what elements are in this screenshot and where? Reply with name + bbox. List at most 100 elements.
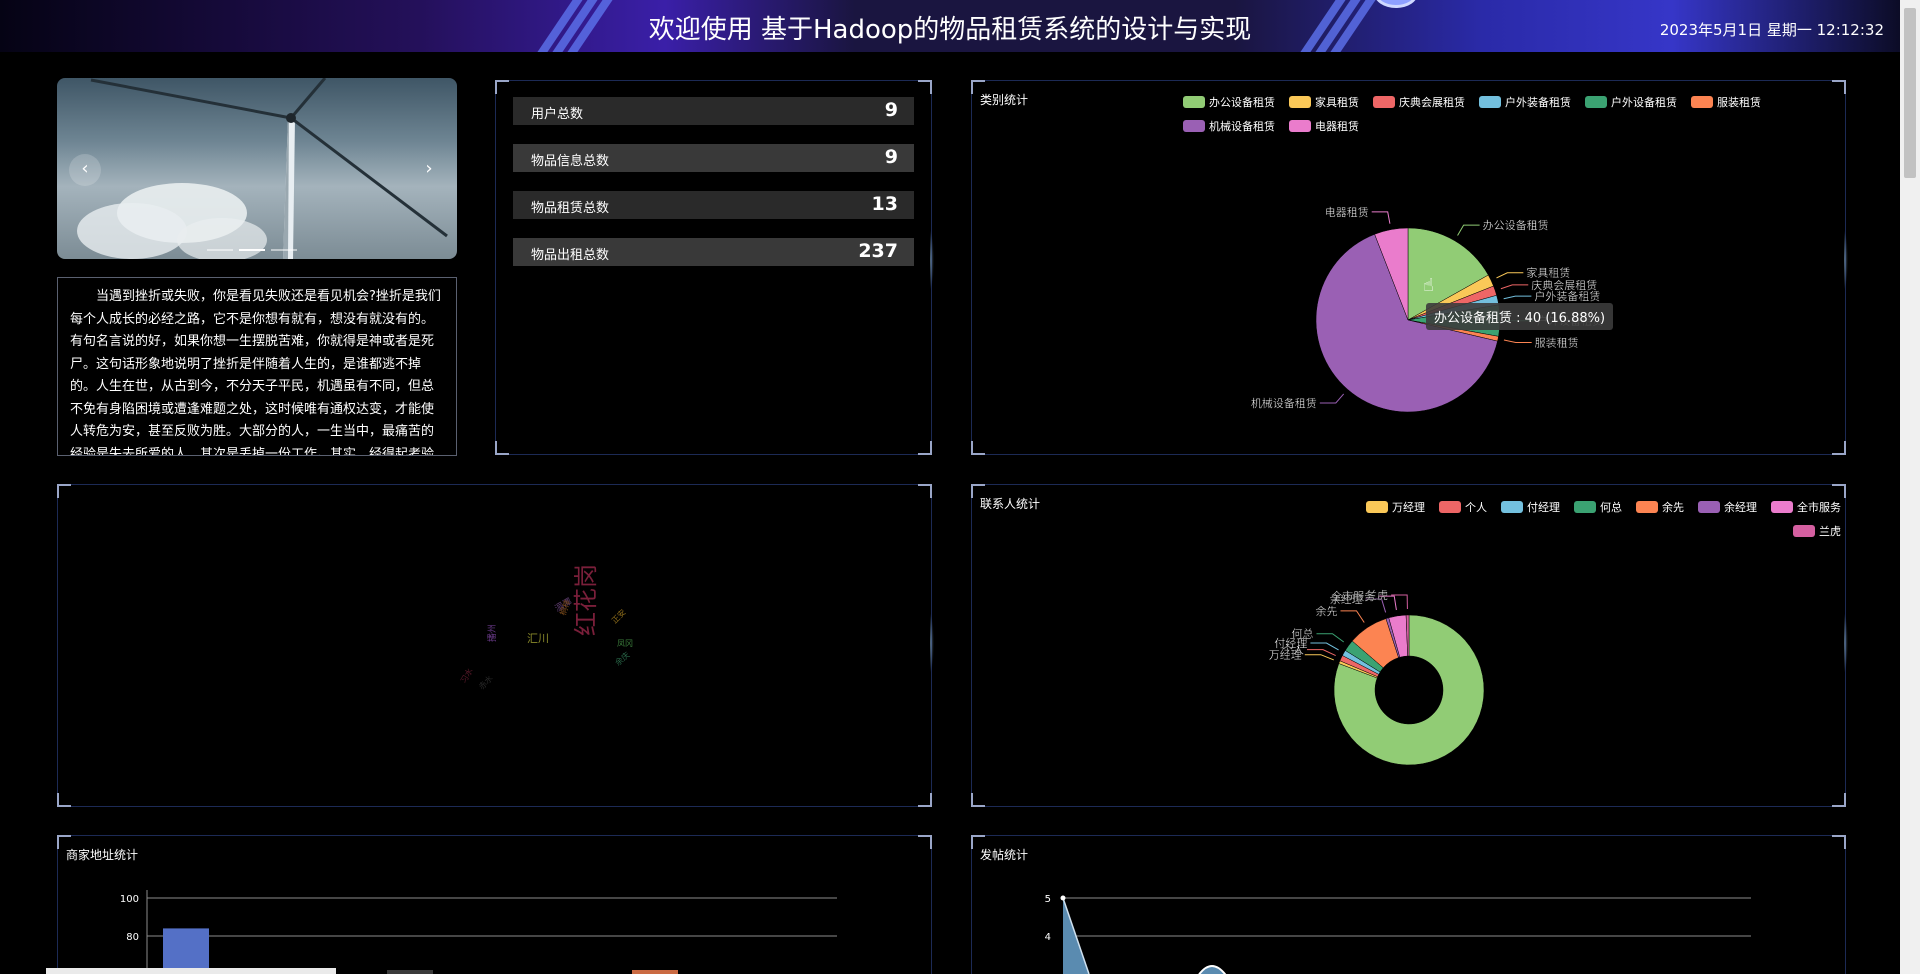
legend-label: 余经理 — [1724, 501, 1757, 514]
legend-item[interactable]: 付经理 — [1501, 499, 1560, 515]
legend-swatch — [1289, 96, 1311, 108]
legend-item[interactable]: 办公设备租赁 — [1183, 94, 1275, 110]
area-series[interactable] — [1183, 966, 1243, 974]
legend-item[interactable]: 电器租赁 — [1289, 118, 1359, 134]
legend-label: 付经理 — [1527, 501, 1560, 514]
stat-rentals: 物品租赁总数 13 — [513, 191, 914, 219]
wordcloud-word: 正安 — [609, 607, 627, 625]
legend-item[interactable]: 庆典会展租赁 — [1373, 94, 1465, 110]
legend-swatch — [1439, 501, 1461, 513]
legend-item[interactable]: 个人 — [1439, 499, 1487, 515]
legend-item[interactable]: 余经理 — [1698, 499, 1757, 515]
y-tick-label: 80 — [126, 932, 139, 943]
legend-label: 机械设备租赁 — [1209, 120, 1275, 133]
carousel-next-icon[interactable]: › — [425, 158, 433, 179]
legend-item[interactable]: 机械设备租赁 — [1183, 118, 1275, 134]
legend-label: 服装租赁 — [1717, 96, 1761, 109]
legend-item[interactable]: 兰虎 — [1793, 523, 1841, 539]
pie-label-line — [1378, 595, 1397, 611]
carousel-dot[interactable] — [207, 249, 233, 251]
wordcloud-word: 播州 — [486, 624, 498, 642]
carousel-dot[interactable] — [239, 249, 265, 251]
header-orb-icon — [1374, 0, 1418, 8]
pie-label: 家具租赁 — [1526, 266, 1570, 280]
intro-text: 当遇到挫折或失败，你是看见失败还是看见机会?挫折是我们每个人成长的必经之路，它不… — [57, 277, 457, 456]
pie-slice[interactable] — [1315, 233, 1498, 413]
legend-label: 电器租赁 — [1315, 120, 1359, 133]
stat-value: 13 — [871, 193, 898, 215]
pie-label: 兰虎 — [1366, 589, 1388, 602]
stat-label: 物品信息总数 — [531, 154, 610, 169]
legend-label: 个人 — [1465, 501, 1487, 514]
carousel-prev-icon[interactable]: ‹ — [69, 154, 101, 186]
pie-slice[interactable] — [1374, 227, 1409, 321]
category-pie-chart[interactable]: 办公设备租赁家具租赁庆典会展租赁户外装备租赁户外设备租赁服装租赁机械设备租赁电器… — [971, 150, 1846, 450]
bar[interactable] — [632, 970, 678, 974]
legend-label: 办公设备租赁 — [1209, 96, 1275, 109]
vertical-scrollbar[interactable] — [1900, 0, 1920, 974]
legend-item[interactable]: 万经理 — [1366, 499, 1425, 515]
legend-item[interactable]: 户外装备租赁 — [1479, 94, 1571, 110]
y-tick-label: 100 — [120, 894, 139, 905]
pie-label: 万经理 — [1269, 649, 1302, 662]
legend-swatch — [1289, 120, 1311, 132]
carousel-dot[interactable] — [271, 249, 297, 251]
post-line-chart[interactable]: 54 — [971, 870, 1846, 974]
scrollbar-thumb[interactable] — [1904, 8, 1916, 178]
bar[interactable] — [163, 928, 209, 974]
pie-label-line — [1319, 393, 1345, 404]
address-bar-chart[interactable]: 100 80 — [57, 870, 932, 974]
wordcloud-word: 红花岗 — [572, 564, 600, 636]
legend-swatch — [1574, 501, 1596, 513]
stat-label: 用户总数 — [531, 107, 584, 122]
pie-label: 余先 — [1316, 604, 1338, 618]
pie-slice[interactable] — [1333, 614, 1485, 766]
legend-item[interactable]: 家具租赁 — [1289, 94, 1359, 110]
legend-item[interactable]: 服装租赁 — [1691, 94, 1761, 110]
pie-slice[interactable] — [1405, 614, 1410, 657]
contact-chart-legend[interactable]: 万经理 个人 付经理 何总 余先 余经理 全市服务兰虎 — [1331, 499, 1841, 539]
pie-label-line — [1371, 211, 1391, 224]
wordcloud-word: 习水 — [458, 666, 475, 685]
wordcloud-word: 汇川 — [527, 632, 549, 645]
pie-slice[interactable] — [1407, 227, 1489, 321]
line-series[interactable] — [1062, 897, 1090, 974]
pie-label-line — [1503, 339, 1532, 343]
wordcloud-word: 赤水 — [476, 673, 494, 691]
legend-swatch — [1771, 501, 1793, 513]
pie-label-line — [1310, 642, 1339, 651]
bar[interactable] — [387, 970, 433, 974]
contact-chart-panel: 联系人统计 — [971, 484, 1848, 807]
carousel-indicators[interactable] — [207, 249, 297, 251]
data-point[interactable] — [1060, 895, 1066, 901]
post-chart-panel: 发帖统计 — [971, 835, 1846, 974]
legend-item[interactable]: 全市服务 — [1771, 499, 1841, 515]
legend-item[interactable]: 户外设备租赁 — [1585, 94, 1677, 110]
legend-label: 万经理 — [1392, 501, 1425, 514]
line-series[interactable] — [1183, 965, 1243, 974]
category-chart-legend[interactable]: 办公设备租赁 家具租赁 庆典会展租赁 户外装备租赁 户外设备租赁 服装租赁机械设备租赁 电器… — [1183, 94, 1843, 134]
stat-value: 9 — [884, 146, 898, 168]
stat-value: 9 — [884, 99, 898, 121]
legend-item[interactable]: 何总 — [1574, 499, 1622, 515]
legend-item[interactable]: 余先 — [1636, 499, 1684, 515]
legend-label: 兰虎 — [1819, 525, 1841, 538]
pie-label-line — [1304, 654, 1334, 661]
legend-label: 何总 — [1600, 501, 1622, 514]
legend-label: 余先 — [1662, 501, 1684, 514]
address-chart-title: 商家地址统计 — [66, 848, 139, 862]
pie-label-line — [1307, 649, 1336, 657]
legend-label: 全市服务 — [1797, 501, 1841, 514]
legend-swatch — [1183, 96, 1205, 108]
image-carousel[interactable]: ‹ › — [57, 78, 457, 259]
stat-users: 用户总数 9 — [513, 97, 914, 125]
legend-swatch — [1793, 525, 1815, 537]
pie-label-line — [1316, 633, 1345, 643]
horizontal-scrollbar[interactable] — [46, 968, 336, 974]
legend-swatch — [1698, 501, 1720, 513]
pie-label-line — [1391, 594, 1408, 610]
pie-label: 何总 — [1291, 627, 1313, 641]
